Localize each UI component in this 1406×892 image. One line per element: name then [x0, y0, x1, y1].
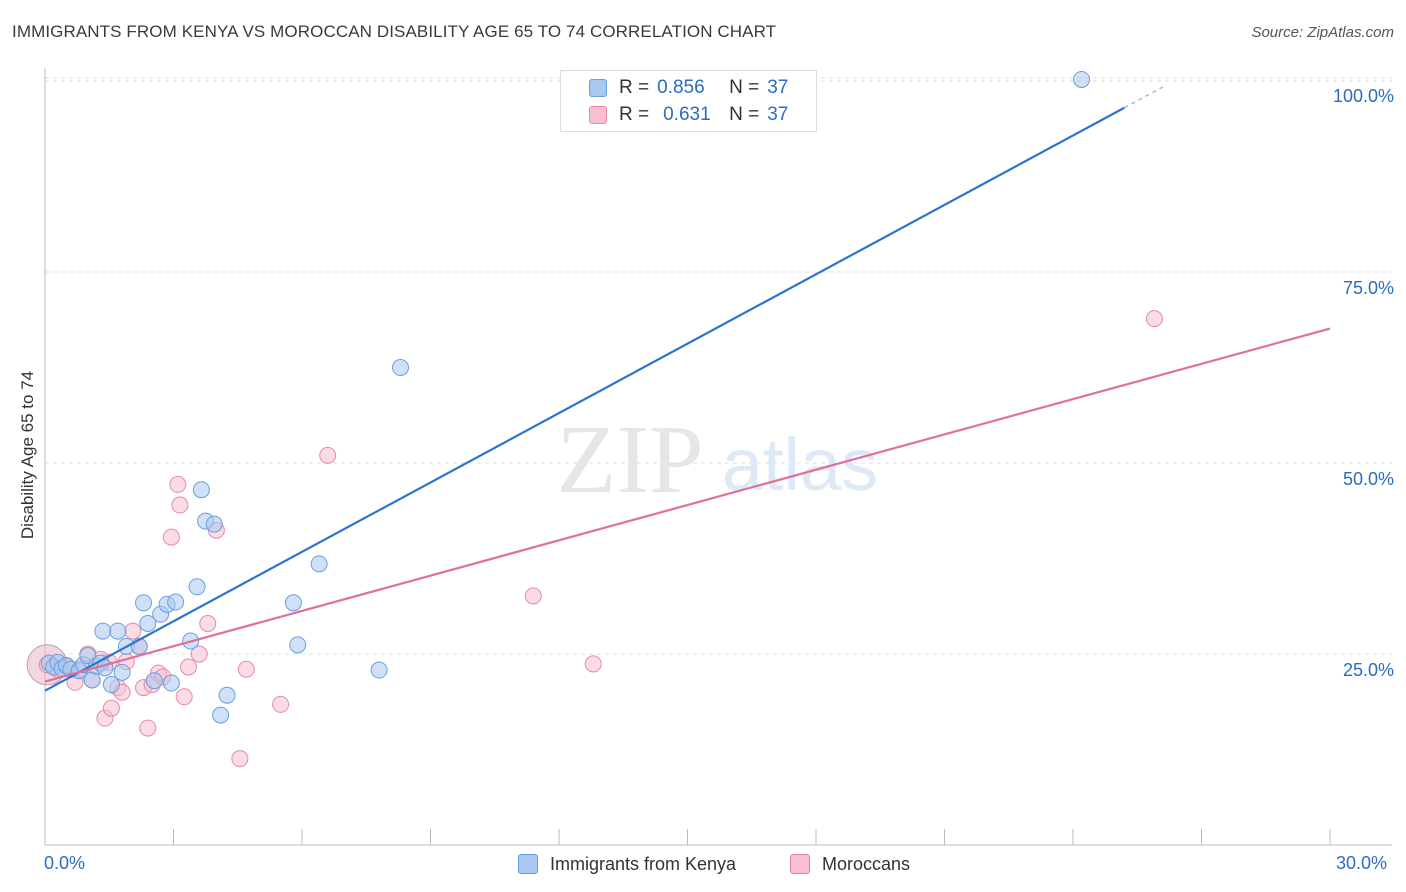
kenya-point — [1073, 70, 1091, 88]
moroccans-point — [1145, 310, 1163, 328]
kenya-point — [139, 614, 157, 632]
kenya-trend-line — [44, 106, 1125, 692]
kenya-point — [102, 676, 120, 694]
moroccans-point — [237, 660, 255, 678]
watermark-zip: ZIP — [557, 406, 704, 514]
moroccans-point — [524, 587, 542, 605]
kenya-point — [370, 661, 388, 679]
moroccans-point — [231, 750, 249, 768]
bottom-legend-label-kenya: Immigrants from Kenya — [550, 853, 737, 874]
kenya-point — [162, 674, 180, 692]
kenya-point — [113, 663, 131, 681]
kenya-point — [109, 622, 127, 640]
kenya-point — [167, 593, 185, 611]
legend-r-value-moroccans: 0.631 — [663, 104, 711, 125]
legend-swatch-kenya — [589, 79, 607, 97]
x-tick-max: 30.0% — [1336, 853, 1388, 873]
moroccans-trend-line — [44, 327, 1331, 683]
kenya-point — [145, 672, 163, 690]
kenya-point — [289, 636, 307, 654]
moroccans-point — [175, 688, 193, 706]
y-tick-75: 75.0% — [1342, 278, 1394, 298]
legend-n-label: N = — [729, 104, 760, 125]
legend-n-label: N = — [729, 77, 760, 98]
chart-title: IMMIGRANTS FROM KENYA VS MOROCCAN DISABI… — [12, 22, 777, 41]
moroccans-point — [124, 622, 142, 640]
source-credit: Source: ZipAtlas.com — [1251, 24, 1394, 41]
kenya-point — [310, 555, 328, 573]
x-tick-min: 0.0% — [44, 853, 86, 873]
moroccans-point — [162, 528, 180, 546]
kenya-points — [40, 70, 1091, 724]
legend-row-moroccans: R = 0.631 N = 37 — [589, 102, 788, 128]
correlation-legend: R = 0.856 N = 37 R = 0.631 N = 37 — [560, 70, 817, 132]
trend-lines — [44, 86, 1331, 692]
kenya-point — [212, 706, 230, 724]
bottom-legend-kenya[interactable]: Immigrants from Kenya — [518, 852, 736, 876]
kenya-point — [94, 622, 112, 640]
legend-n-value-kenya: 37 — [767, 77, 789, 98]
kenya-point — [392, 359, 410, 376]
legend-swatch-moroccans — [589, 106, 607, 124]
y-tick-50: 50.0% — [1342, 469, 1394, 489]
legend-r-value-kenya: 0.856 — [657, 77, 705, 98]
moroccans-point — [584, 655, 602, 673]
moroccans-point — [319, 446, 337, 464]
moroccans-point — [139, 719, 157, 737]
moroccans-points — [26, 310, 1163, 768]
legend-n-value-moroccans: 37 — [767, 104, 789, 125]
kenya-point — [218, 686, 236, 704]
kenya-point — [135, 594, 153, 612]
moroccans-point — [199, 614, 217, 632]
bottom-legend-moroccans[interactable]: Moroccans — [790, 852, 910, 876]
bottom-legend-label-moroccans: Moroccans — [822, 853, 911, 874]
y-axis-label: Disability Age 65 to 74 — [18, 370, 37, 540]
moroccans-point — [171, 496, 189, 514]
legend-r-label: R = — [619, 104, 650, 125]
kenya-point — [205, 515, 223, 533]
moroccans-point — [179, 658, 197, 676]
y-tick-25: 25.0% — [1342, 660, 1394, 680]
moroccans-point — [102, 699, 120, 717]
watermark-atlas: atlas — [722, 423, 878, 506]
axes — [44, 68, 1392, 846]
kenya-point — [188, 578, 206, 596]
kenya-point — [192, 481, 210, 499]
legend-row-kenya: R = 0.856 N = 37 — [589, 75, 788, 101]
bottom-legend-swatch-moroccans — [790, 854, 810, 874]
kenya-trend-extension — [1124, 86, 1164, 109]
kenya-point — [284, 594, 302, 612]
y-tick-100: 100.0% — [1332, 86, 1394, 106]
legend-r-label: R = — [619, 77, 650, 98]
moroccans-point — [190, 645, 208, 663]
moroccans-point — [272, 695, 290, 713]
watermark: ZIP atlas — [557, 406, 879, 514]
moroccans-point — [169, 475, 187, 493]
bottom-legend-swatch-kenya — [518, 854, 538, 874]
